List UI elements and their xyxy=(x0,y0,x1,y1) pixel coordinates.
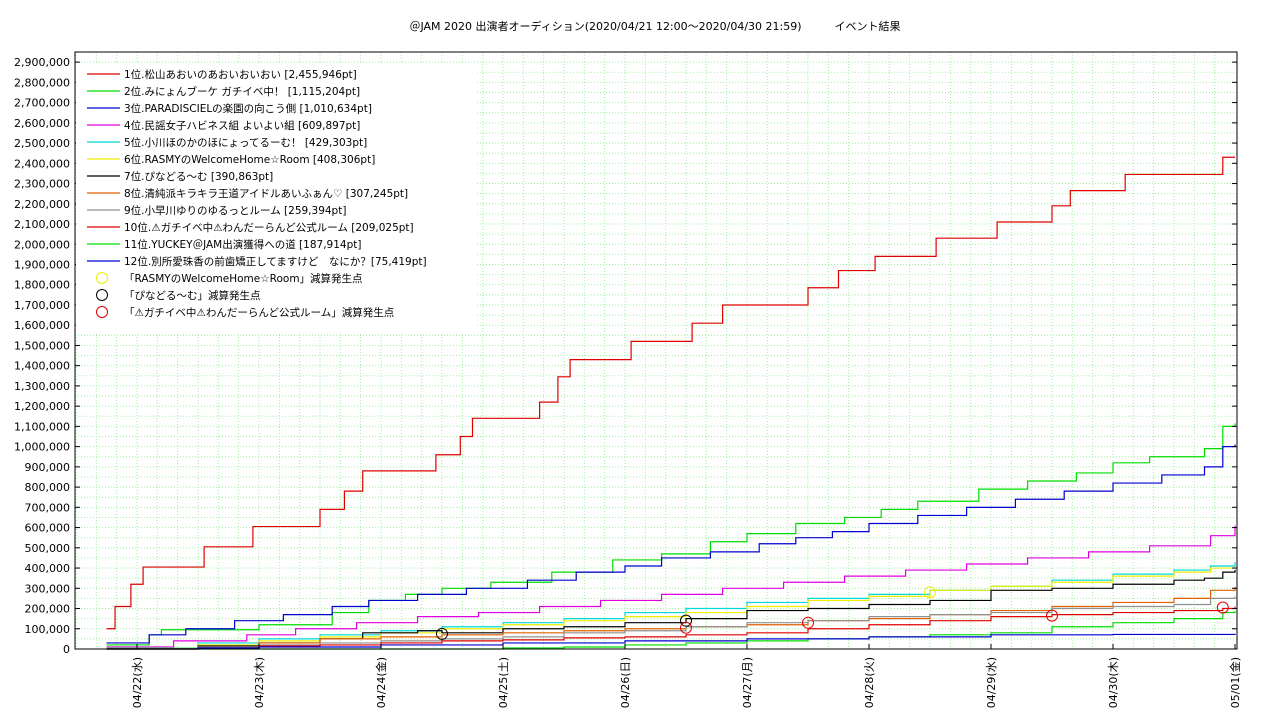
marker-point-2 xyxy=(436,627,448,640)
x-tick-label: 04/27(月) xyxy=(741,657,754,708)
series-line-4 xyxy=(106,525,1236,648)
marker-layer xyxy=(436,586,1229,640)
x-tick-label: 04/26(日) xyxy=(619,657,632,708)
y-tick-label: 2,300,000 xyxy=(14,178,70,191)
y-tick-label: 300,000 xyxy=(25,582,71,595)
legend-marker-entry-3: 「⚠ガチイベ中⚠わんだーらんど公式ルーム」減算発生点 xyxy=(124,306,394,319)
legend-entry-5: 5位.小川ほのかのほにょってるーむ！ [429,303pt] xyxy=(124,136,367,149)
marker-point-3 xyxy=(802,616,814,629)
x-tick-label: 04/28(火) xyxy=(863,657,876,708)
legend-marker-entry-2: 「ぴなどる〜む」減算発生点 xyxy=(124,289,261,302)
legend-entry-4: 4位.民謡女子ハビネス組 よいよい組 [609,897pt] xyxy=(124,119,360,132)
y-tick-label: 600,000 xyxy=(25,522,71,535)
marker-point-3 xyxy=(1216,601,1229,614)
legend-entry-2: 2位.みにょんブーケ ガチイベ中！ [1,115,204pt] xyxy=(124,85,360,98)
y-tick-label: 1,500,000 xyxy=(14,339,70,352)
legend: 1位.松山あおいのあおいおいおい [2,455,946pt] 2位.みにょんブーケ… xyxy=(76,64,476,334)
legend-entry-11: 11位.YUCKEY＠JAM出演獲得への道 [187,914pt] xyxy=(124,238,361,251)
marker-point-3 xyxy=(680,621,692,634)
y-tick-label: 2,900,000 xyxy=(14,56,70,69)
y-tick-label: 500,000 xyxy=(25,542,71,555)
series-line-6 xyxy=(106,566,1236,649)
y-tick-label: 2,200,000 xyxy=(14,198,70,211)
x-tick-label: 05/01(金) xyxy=(1228,657,1242,708)
legend-marker-entry-1: 「RASMYのWelcomeHome☆Room」減算発生点 xyxy=(124,272,363,285)
x-axis: 04/22(水) 04/23(木) 04/24(金) 04/25(土) 04/26(日)… xyxy=(131,644,1242,708)
marker-point-2 xyxy=(680,614,692,627)
x-tick-label: 04/30(木) xyxy=(1107,657,1120,708)
legend-entry-9: 9位.小早川ゆりのゆるっとルーム [259,394pt] xyxy=(124,204,346,217)
series-line-1 xyxy=(106,156,1235,630)
y-tick-label: 1,200,000 xyxy=(14,400,70,413)
series-line-8 xyxy=(106,586,1236,650)
legend-entry-1: 1位.松山あおいのあおいおいおい [2,455,946pt] xyxy=(124,68,357,81)
legend-entry-6: 6位.RASMYのWelcomeHome☆Room [408,306pt] xyxy=(124,153,375,166)
chart-title: ＠JAM 2020 出演者オーディション(2020/04/21 12:00〜20… xyxy=(409,20,901,33)
y-tick-label: 2,100,000 xyxy=(14,218,70,231)
y-tick-label: 200,000 xyxy=(25,603,71,616)
y-tick-label: 2,600,000 xyxy=(14,117,70,130)
x-tick-label: 04/24(金) xyxy=(374,657,388,708)
series-line-10 xyxy=(106,606,1236,650)
y-tick-label: 2,700,000 xyxy=(14,97,70,110)
marker-point-3 xyxy=(1046,609,1058,622)
y-tick-label: 1,700,000 xyxy=(14,299,70,312)
y-tick-label: 900,000 xyxy=(25,461,71,474)
y-tick-label: 2,800,000 xyxy=(14,76,70,89)
series-layer xyxy=(106,156,1236,650)
legend-box xyxy=(76,64,476,334)
series-line-3 xyxy=(106,444,1236,644)
x-tick-label: 04/29(水) xyxy=(985,657,998,708)
legend-marker-swatch xyxy=(96,306,108,318)
y-tick-label: 2,000,000 xyxy=(14,238,70,251)
y-tick-label: 800,000 xyxy=(25,481,71,494)
y-tick-label: 2,500,000 xyxy=(14,137,70,150)
legend-entry-8: 8位.清純派キラキラ王道アイドルあいふぁん♡ [307,245pt] xyxy=(124,187,408,200)
legend-marker-swatch xyxy=(96,272,108,284)
series-line-9 xyxy=(106,596,1236,650)
y-tick-label: 100,000 xyxy=(25,623,71,636)
x-tick-label: 04/22(水) xyxy=(131,657,144,708)
plot-frame xyxy=(74,51,1238,650)
y-tick-label: 1,300,000 xyxy=(14,380,70,393)
y-tick-label: 1,800,000 xyxy=(14,279,70,292)
y-tick-label: 1,600,000 xyxy=(14,319,70,332)
legend-entry-12: 12位.別所愛珠香の前歯矯正してますけど なにか？[75,419pt] xyxy=(124,255,427,268)
legend-entry-7: 7位.ぴなどる〜む [390,863pt] xyxy=(124,170,273,183)
y-tick-label: 1,000,000 xyxy=(14,441,70,454)
legend-entry-3: 3位.PARADISCIELの楽園の向こう側 [1,010,634pt] xyxy=(124,102,372,115)
x-tick-label: 04/23(木) xyxy=(253,657,266,708)
y-tick-label: 0 xyxy=(63,643,70,656)
y-tick-label: 1,100,000 xyxy=(14,420,70,433)
legend-marker-swatch xyxy=(96,289,108,301)
y-tick-label: 1,400,000 xyxy=(14,360,70,373)
marker-point-1 xyxy=(924,586,936,599)
series-line-2 xyxy=(106,423,1236,646)
x-tick-label: 04/25(土) xyxy=(497,657,510,708)
y-tick-label: 2,400,000 xyxy=(14,157,70,170)
y-tick-label: 700,000 xyxy=(25,501,71,514)
legend-entry-10: 10位.⚠ガチイベ中⚠わんだーらんど公式ルーム [209,025pt] xyxy=(124,221,414,234)
y-tick-label: 400,000 xyxy=(25,562,71,575)
y-tick-label: 1,900,000 xyxy=(14,258,70,271)
